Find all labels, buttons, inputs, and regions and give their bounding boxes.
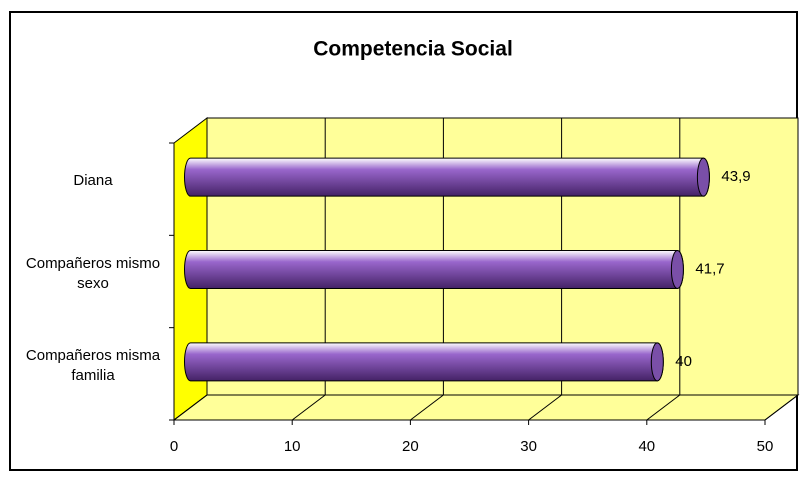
bar-body [184, 157, 710, 197]
floor-grid-line [291, 394, 326, 421]
bar-body [184, 250, 684, 289]
floor [172, 394, 800, 421]
floor-grid-line [173, 394, 208, 421]
bar-cap [696, 157, 710, 197]
chart-title: Competencia Social [313, 38, 513, 61]
bar [184, 342, 664, 382]
bar [184, 157, 710, 197]
y-tick-label: Compañeros misma familia [25, 346, 161, 384]
value-label: 40 [675, 353, 692, 370]
bar-cap [670, 250, 684, 289]
floor-grid-line [646, 394, 681, 421]
y-tick-label: Compañeros mismo sexo [25, 254, 161, 292]
value-label: 41,7 [695, 260, 724, 277]
bar-cap [650, 342, 664, 382]
floor-grid-line [764, 394, 799, 421]
bar [184, 250, 684, 289]
x-tick-label: 50 [757, 438, 774, 455]
floor-grid-line [410, 394, 444, 421]
x-tick-label: 10 [284, 438, 301, 455]
x-tick-label: 0 [170, 438, 178, 455]
x-tick-label: 40 [638, 438, 655, 455]
value-label: 43,9 [721, 168, 750, 185]
x-tick-label: 30 [520, 438, 537, 455]
x-tick-label: 20 [402, 438, 419, 455]
bar-body [184, 342, 664, 382]
y-tick-label: Diana [73, 172, 113, 190]
floor-grid-line [528, 394, 562, 421]
